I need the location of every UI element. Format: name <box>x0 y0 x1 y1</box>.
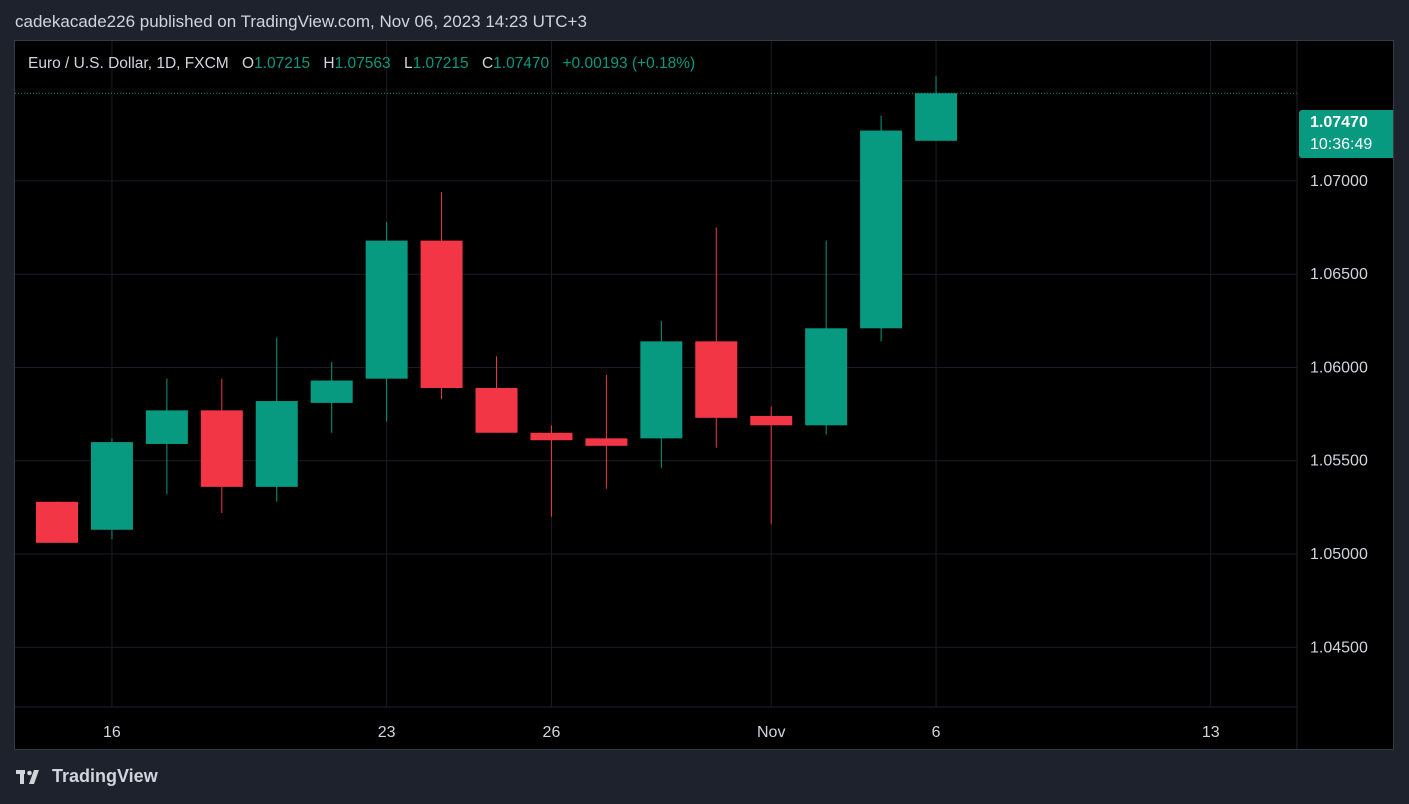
y-tick-label: 1.05000 <box>1310 546 1368 563</box>
change-value: +0.00193 (+0.18%) <box>562 55 696 72</box>
open-value: 1.07215 <box>254 55 311 72</box>
low-label: L <box>403 55 413 72</box>
brand-name: TradingView <box>52 766 158 786</box>
last-price-tag: 1.07470 10:36:49 <box>1299 110 1393 158</box>
axes: 1.04500 1.05000 1.05500 1.06000 1.06500 1.070… <box>15 41 1368 749</box>
candle-body <box>860 130 903 329</box>
x-tick-label: Nov <box>757 724 785 741</box>
x-tick-label: 23 <box>378 724 396 741</box>
candle-body <box>585 438 628 446</box>
candle-body <box>530 432 573 441</box>
y-tick-label: 1.06500 <box>1310 266 1368 283</box>
chart-pane[interactable]: 1.04500 1.05000 1.05500 1.06000 1.06500 1.070… <box>14 40 1394 750</box>
candle-body <box>36 501 78 543</box>
candle-body <box>750 415 793 426</box>
candle-body <box>420 240 463 388</box>
open-label: O <box>242 55 255 72</box>
candle-body <box>90 442 133 530</box>
candle-body <box>805 328 848 426</box>
y-tick-label: 1.07000 <box>1310 173 1368 190</box>
low-value: 1.07215 <box>412 55 469 72</box>
candle-body <box>255 401 298 487</box>
high-label: H <box>323 55 335 72</box>
candle-body <box>915 93 958 141</box>
x-tick-label: 26 <box>543 724 561 741</box>
x-tick-label: 13 <box>1202 724 1220 741</box>
y-tick-label: 1.06000 <box>1310 359 1368 376</box>
high-value: 1.07563 <box>334 55 391 72</box>
candle-body <box>145 410 188 444</box>
candle-body <box>365 240 408 379</box>
symbol-title: Euro / U.S. Dollar, 1D, FXCM <box>28 55 229 72</box>
ohlc-legend: Euro / U.S. Dollar, 1D, FXCM O1.07215 H1… <box>28 55 695 73</box>
y-tick-label: 1.04500 <box>1310 639 1368 656</box>
candlestick-chart[interactable]: 1.04500 1.05000 1.05500 1.06000 1.06500 1.070… <box>15 41 1393 749</box>
candle-body <box>200 410 243 487</box>
candle-body <box>640 341 683 439</box>
bar-countdown: 10:36:49 <box>1310 136 1373 153</box>
tradingview-logo-icon <box>16 769 39 784</box>
x-tick-label: 6 <box>932 724 941 741</box>
close-label: C <box>481 55 494 72</box>
y-tick-label: 1.05500 <box>1310 453 1368 470</box>
candles <box>36 75 958 543</box>
candle-body <box>695 341 738 418</box>
tradingview-footer: TradingView <box>16 766 158 787</box>
candle-body <box>475 387 518 433</box>
candle-body <box>310 380 353 403</box>
published-header: cadekacade226 published on TradingView.c… <box>15 12 587 31</box>
close-value: 1.07470 <box>493 55 550 72</box>
last-price: 1.07470 <box>1310 114 1368 131</box>
x-tick-label: 16 <box>103 724 121 741</box>
